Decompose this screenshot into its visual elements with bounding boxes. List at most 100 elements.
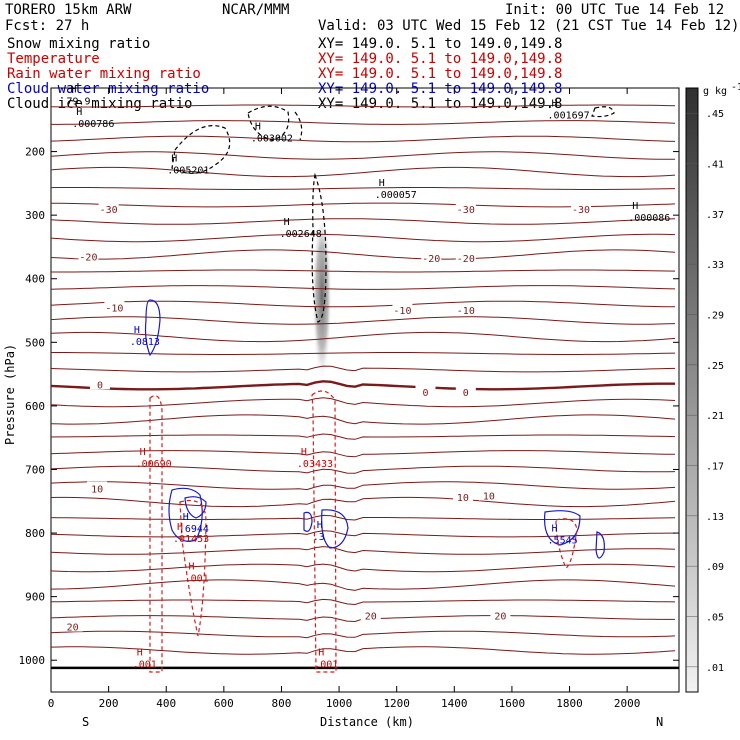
isotherm-line: [50, 331, 676, 343]
max-marker: H: [317, 520, 323, 531]
direction-north: N: [656, 715, 663, 729]
temp-label-bg: [104, 300, 125, 313]
isotherm-line: [50, 300, 676, 308]
colorbar-level: .41: [706, 160, 724, 171]
max-marker: H: [552, 523, 558, 534]
isotherm-line: [50, 166, 676, 178]
temp-label-bg: [478, 488, 499, 501]
max-marker: H: [134, 325, 140, 336]
temp-label-bg: [62, 619, 83, 632]
contour-line: [144, 299, 161, 357]
temp-label-bg: [455, 201, 476, 214]
colorbar-level: .25: [706, 361, 724, 372]
temperature-label: 20: [494, 612, 506, 623]
colorbar-unit-exp: -1: [731, 82, 740, 93]
legend-coords: XY= 149.0. 5.1 to 149.0,149.8: [318, 51, 562, 67]
contour-line: [149, 395, 163, 673]
max-marker: H: [189, 562, 195, 573]
org-title: NCAR/MMM: [222, 2, 289, 18]
x-tick-label: 1000: [326, 697, 353, 710]
isotherm-line: [50, 514, 676, 521]
y-tick-label: 600: [25, 400, 45, 413]
temp-label-bg: [455, 250, 476, 263]
valid-time: Valid: 03 UTC Wed 15 Feb 12 (21 CST Tue …: [318, 18, 739, 34]
contour-line: [303, 511, 313, 532]
legend-label: Rain water mixing ratio: [7, 66, 201, 82]
temp-label-bg: [392, 302, 413, 315]
legend-label: Temperature: [7, 51, 100, 67]
isotherm-line: [50, 316, 676, 325]
isotherm-line: [51, 269, 676, 273]
contour-labels: -30 -30 -30 -20 -20 -20 -10 -10 -10 0 0 0 10 10 10 20 20…: [62, 85, 670, 670]
x-tick-label: 800: [272, 697, 292, 710]
isotherm-line: [50, 218, 676, 225]
isotherm-line: [50, 187, 676, 190]
isotherm-line: [50, 598, 676, 606]
temperature-label: -20: [457, 254, 475, 265]
max-marker: H: [284, 217, 290, 228]
colorbar-level: .21: [706, 411, 724, 422]
x-tick-label: 0: [48, 697, 55, 710]
temp-label-bg: [78, 249, 99, 262]
legend-coords: XY= 149.0. 5.1 to 149.0,149.8: [318, 36, 562, 52]
max-marker: H: [137, 647, 143, 658]
isotherm-line: [50, 481, 676, 491]
isotherms: [50, 104, 679, 670]
x-tick-label: 2000: [614, 697, 641, 710]
legend-label: Snow mixing ratio: [7, 36, 150, 52]
isotherm-line: [51, 120, 676, 125]
legend-coords: XY= 149.0. 5.1 to 149.0,149.8: [318, 66, 562, 82]
max-marker: H: [177, 522, 183, 533]
isotherm-line: [50, 579, 676, 591]
snow-shading: [312, 220, 332, 390]
isotherm-line: [50, 249, 676, 260]
temperature-label: -30: [572, 205, 590, 216]
temp-label-bg: [421, 250, 442, 263]
temperature-label: -20: [79, 252, 97, 263]
y-tick-label: 800: [25, 527, 45, 540]
isotherm-line: [50, 151, 675, 160]
colorbar-level: .29: [706, 311, 724, 322]
x-tick-label: 400: [156, 697, 176, 710]
temperature-label: -20: [422, 254, 440, 265]
max-marker: H: [140, 447, 146, 458]
contour-line: [294, 111, 303, 141]
max-value-label: .000786: [72, 119, 114, 130]
temp-label-bg: [452, 489, 473, 502]
contour-line: [543, 510, 581, 546]
temp-label-bg: [89, 377, 110, 390]
contour-line: [168, 487, 203, 542]
y-tick-label: 1000: [19, 654, 46, 667]
x-tick-label: 1400: [441, 697, 468, 710]
max-value-label: .6944: [179, 524, 209, 535]
contour-line: [591, 106, 615, 118]
temperature-label: 10: [91, 485, 103, 496]
legend-coords: XY= 149.0. 5.1 to 149.0,149.8: [318, 81, 562, 97]
contour-line: [247, 105, 290, 141]
max-value-label: .01453: [173, 534, 209, 545]
max-value-label: 79.9: [66, 97, 90, 108]
max-value-label: .002648: [280, 229, 322, 240]
forecast-hour: Fcst: 27 h: [5, 18, 89, 34]
isotherm-line: [50, 465, 676, 474]
contour-line: [171, 125, 231, 174]
direction-south: S: [82, 715, 89, 729]
y-tick-label: 500: [25, 336, 45, 349]
max-value-label: .003002: [251, 134, 293, 145]
temp-label-bg: [98, 201, 119, 214]
isotherm-line: [51, 352, 676, 355]
max-value-label: .3: [313, 532, 325, 543]
temp-label-bg: [87, 481, 108, 494]
contour-line: [311, 172, 327, 323]
max-value-label: .005201: [167, 165, 209, 176]
max-marker: H: [255, 122, 261, 133]
isotherm-line: [50, 397, 676, 408]
y-tick-label: 900: [25, 591, 45, 604]
max-value-label: .5545: [548, 535, 578, 546]
max-marker: H: [301, 447, 307, 458]
temperature-label: 0: [463, 388, 469, 399]
isotherm-line: [50, 546, 676, 555]
y-tick-label: 400: [25, 273, 45, 286]
max-value-label: .001697: [548, 111, 590, 122]
temp-label-bg: [360, 608, 381, 621]
